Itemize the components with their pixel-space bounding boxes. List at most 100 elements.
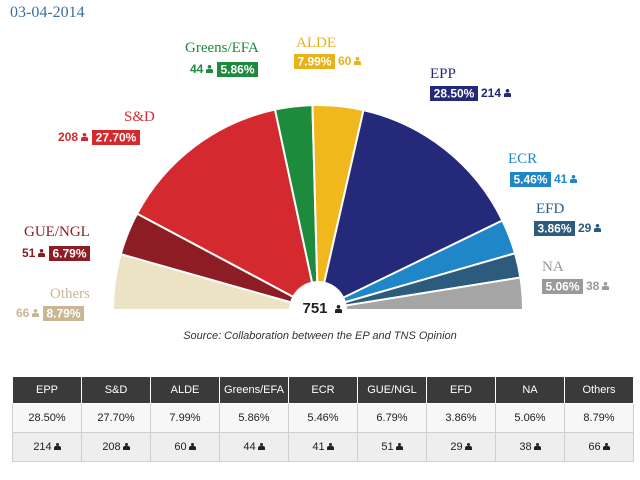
person-icon	[395, 443, 403, 450]
table-header-cell: NA	[495, 376, 565, 404]
party-percent-badge	[542, 279, 583, 294]
party-percent-badge	[430, 86, 478, 101]
table-cell-seats-value: 38	[519, 441, 532, 453]
table-header-cell: EPP	[12, 376, 82, 404]
table-cell-percent: 6.79%	[357, 403, 427, 433]
table-cell-seats-value: 41	[312, 441, 325, 453]
table-cell-percent: 5.06%	[495, 403, 565, 433]
person-icon	[81, 133, 88, 141]
person-icon	[602, 443, 610, 450]
results-table: EPP S&D ALDE Greens/EFA ECR GUE/NGL EFD NA Other…	[12, 376, 634, 462]
party-percent-sd: 27.70%	[96, 131, 137, 145]
party-seats-epp: 214	[481, 86, 501, 100]
person-icon	[53, 443, 61, 450]
party-seats-others: 66	[16, 306, 30, 320]
date-label: 03-04-2014	[10, 4, 85, 21]
table-cell-percent: 3.86%	[426, 403, 496, 433]
party-seats-guengl: 51	[22, 246, 36, 260]
party-seats-sd: 208	[58, 130, 78, 144]
party-percent-guengl: 6.79%	[52, 247, 86, 261]
table-cell-seats-value: 66	[588, 441, 601, 453]
party-name-na: NA	[542, 259, 564, 275]
table-header-cell: EFD	[426, 376, 496, 404]
table-header-cell: ECR	[288, 376, 358, 404]
source-note: Source: Collaboration between the EP and…	[183, 330, 457, 342]
party-percent-greensefa: 5.86%	[220, 63, 254, 77]
party-percent-efd: 3.86%	[537, 222, 571, 236]
table-cell-seats: 60	[150, 432, 220, 462]
person-icon	[122, 443, 130, 450]
segment-na	[344, 276, 525, 311]
person-icon	[354, 57, 361, 65]
party-name-greensefa: Greens/EFA	[185, 40, 259, 56]
table-cell-seats-value: 51	[381, 441, 394, 453]
party-percent-badge	[43, 306, 84, 321]
table-cell-percent: 8.79%	[564, 403, 634, 433]
party-percent-others: 8.79%	[46, 307, 80, 321]
segment-sd	[135, 108, 314, 299]
table-header-row: EPP S&D ALDE Greens/EFA ECR GUE/NGL EFD NA Other…	[12, 376, 634, 404]
total-seats-label: 751	[302, 300, 327, 317]
party-percent-badge	[92, 130, 140, 145]
party-name-efd: EFD	[536, 201, 565, 217]
table-cell-seats-value: 60	[174, 441, 187, 453]
table-header-cell: ALDE	[150, 376, 220, 404]
party-name-alde: ALDE	[296, 35, 336, 51]
table-header-cell: S&D	[81, 376, 151, 404]
person-icon	[464, 443, 472, 450]
table-cell-percent: 7.99%	[150, 403, 220, 433]
party-name-others: Others	[50, 286, 90, 302]
person-icon	[188, 443, 196, 450]
person-icon	[504, 89, 511, 97]
person-icon	[32, 309, 39, 317]
party-percent-badge	[534, 221, 575, 236]
party-percent-badge	[49, 246, 90, 261]
table-cell-seats: 38	[495, 432, 565, 462]
person-icon	[533, 443, 541, 450]
person-icon	[206, 65, 213, 73]
center-total-badge	[291, 283, 345, 330]
table-cell-seats-value: 208	[102, 441, 121, 453]
table-cell-seats: 208	[81, 432, 151, 462]
person-icon	[326, 443, 334, 450]
table-cell-percent: 28.50%	[12, 403, 82, 433]
table-cell-seats: 51	[357, 432, 427, 462]
table-cell-seats: 29	[426, 432, 496, 462]
table-cell-seats: 214	[12, 432, 82, 462]
party-percent-badge	[217, 62, 258, 77]
party-seats-greensefa: 44	[190, 62, 204, 76]
party-name-ecr: ECR	[508, 151, 537, 167]
person-icon	[257, 443, 265, 450]
table-cell-seats-value: 44	[243, 441, 256, 453]
party-name-guengl: GUE/NGL	[24, 224, 90, 240]
party-name-epp: EPP	[430, 66, 456, 82]
table-cell-seats-value: 29	[450, 441, 463, 453]
segment-epp	[323, 108, 504, 300]
table-cell-seats: 66	[564, 432, 634, 462]
table-cell-seats: 44	[219, 432, 289, 462]
person-icon	[335, 305, 342, 313]
party-name-sd: S&D	[124, 109, 155, 125]
table-cell-percent: 27.70%	[81, 403, 151, 433]
table-header-cell: Greens/EFA	[219, 376, 289, 404]
table-row-percent: 28.50% 27.70% 7.99% 5.86% 5.46% 6.79% 3.86% 5.0…	[12, 403, 634, 433]
party-percent-ecr: 5.46%	[513, 173, 547, 187]
party-seats-efd: 29	[578, 221, 592, 235]
party-seats-na: 38	[586, 279, 600, 293]
table-row-seats: 214 208 60 44 41 51 29 38 66	[12, 432, 634, 462]
person-icon	[38, 249, 45, 257]
person-icon	[602, 282, 609, 290]
party-percent-badge	[510, 172, 551, 187]
table-cell-seats: 41	[288, 432, 358, 462]
party-percent-epp: 28.50%	[434, 87, 475, 101]
person-icon	[570, 175, 577, 183]
party-percent-badge	[294, 54, 335, 69]
table-cell-percent: 5.86%	[219, 403, 289, 433]
party-seats-alde: 60	[338, 54, 352, 68]
table-cell-seats-value: 214	[33, 441, 52, 453]
party-seats-ecr: 41	[554, 172, 568, 186]
person-icon	[594, 224, 601, 232]
table-cell-percent: 5.46%	[288, 403, 358, 433]
hemicycle-chart: 751 Others 66 8.79% GUE/NGL 51 6.79% S&D 208 27.7…	[16, 35, 609, 330]
table-header-cell: Others	[564, 376, 634, 404]
